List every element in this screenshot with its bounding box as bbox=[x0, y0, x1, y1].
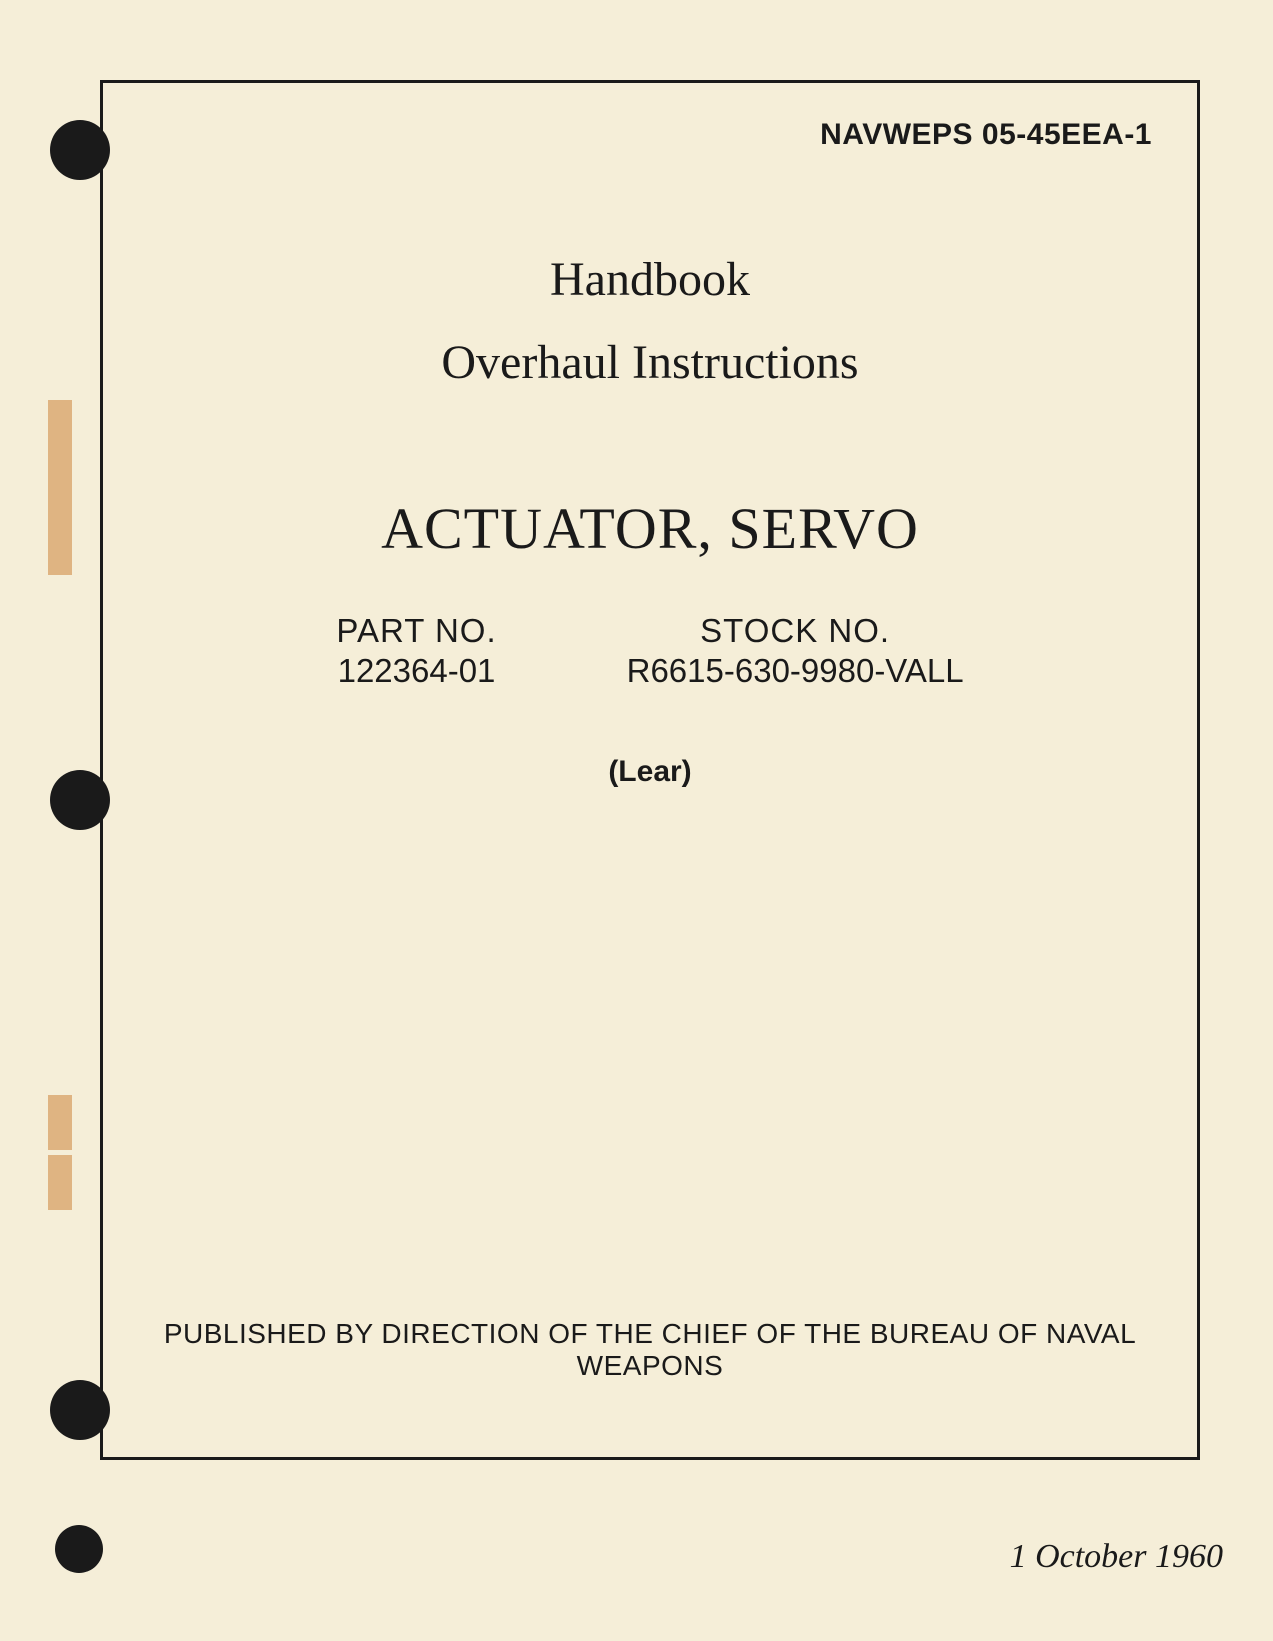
title-block: Handbook Overhaul Instructions bbox=[148, 252, 1152, 390]
equipment-name: ACTUATOR, SERVO bbox=[148, 495, 1152, 562]
page-container: NAVWEPS 05-45EEA-1 Handbook Overhaul Ins… bbox=[0, 0, 1273, 1641]
stock-number-value: R6615-630-9980-VALL bbox=[627, 652, 964, 690]
document-subtitle: Overhaul Instructions bbox=[148, 335, 1152, 390]
part-number-column: PART NO. 122364-01 bbox=[336, 612, 496, 690]
binding-mark bbox=[48, 1155, 72, 1210]
part-stock-row: PART NO. 122364-01 STOCK NO. R6615-630-9… bbox=[148, 612, 1152, 690]
binding-mark bbox=[48, 480, 72, 575]
content-border-box: NAVWEPS 05-45EEA-1 Handbook Overhaul Ins… bbox=[100, 80, 1200, 1460]
part-number-value: 122364-01 bbox=[336, 652, 496, 690]
publication-date: 1 October 1960 bbox=[1010, 1538, 1223, 1576]
document-type-label: Handbook bbox=[148, 252, 1152, 307]
stock-number-label: STOCK NO. bbox=[627, 612, 964, 650]
part-number-label: PART NO. bbox=[336, 612, 496, 650]
publisher-statement: PUBLISHED BY DIRECTION OF THE CHIEF OF T… bbox=[143, 1318, 1157, 1382]
manufacturer-label: (Lear) bbox=[148, 755, 1152, 789]
binding-mark bbox=[48, 1095, 72, 1150]
hole-punch-mark bbox=[55, 1525, 103, 1573]
binding-mark bbox=[48, 400, 72, 480]
document-id: NAVWEPS 05-45EEA-1 bbox=[148, 118, 1152, 152]
stock-number-column: STOCK NO. R6615-630-9980-VALL bbox=[627, 612, 964, 690]
